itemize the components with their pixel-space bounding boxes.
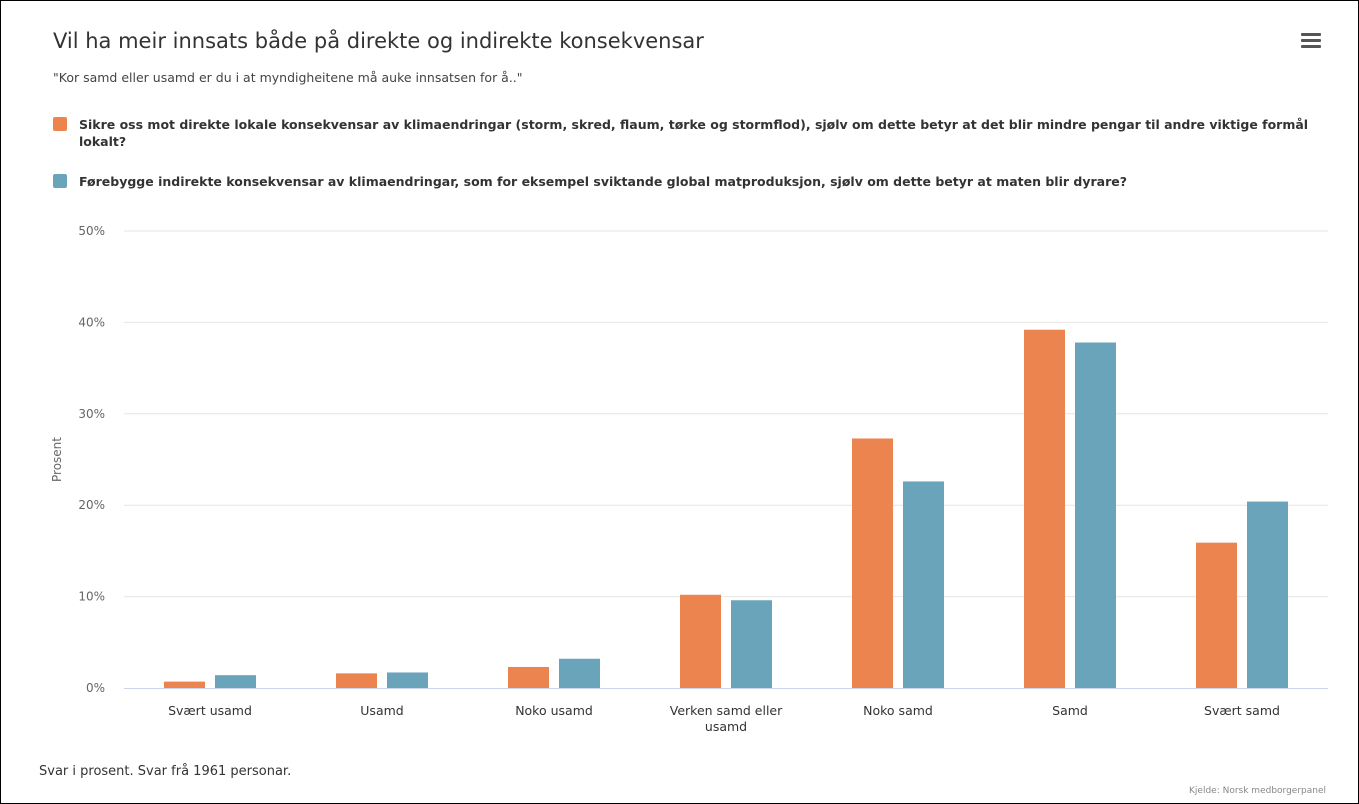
bar-series-1 — [1024, 329, 1065, 688]
y-axis-title: Prosent — [50, 437, 64, 482]
x-tick-label: Verken samd eller — [670, 703, 783, 718]
x-tick-label: Noko usamd — [515, 703, 593, 718]
chart-title: Vil ha meir innsats både på direkte og i… — [53, 29, 704, 53]
credits-link[interactable]: Kjelde: Norsk medborgerpanel — [1189, 786, 1326, 796]
y-tick-label: 20% — [78, 498, 105, 512]
legend-label-series-1: Sikre oss mot direkte lokale konsekvensa… — [79, 117, 1309, 149]
bar-series-2 — [215, 675, 256, 688]
bar-series-2 — [1075, 342, 1116, 688]
x-tick-label: Samd — [1052, 703, 1088, 718]
legend-swatch-series-2 — [53, 174, 67, 188]
y-tick-label: 10% — [78, 590, 105, 604]
chart-subtitle: "Kor samd eller usamd er du i at myndigh… — [53, 70, 523, 85]
bar-series-1 — [852, 438, 893, 688]
bar-series-2 — [559, 658, 600, 688]
chart-caption: Svar i prosent. Svar frå 1961 personar. — [39, 764, 292, 779]
x-tick-label: Noko samd — [863, 703, 933, 718]
y-tick-label: 0% — [86, 681, 105, 695]
bar-series-1 — [508, 666, 549, 688]
bar-series-2 — [903, 481, 944, 688]
legend-swatch-series-1 — [53, 117, 67, 131]
legend-item-series-1[interactable]: Sikre oss mot direkte lokale konsekvensa… — [53, 116, 1319, 150]
bar-series-1 — [1196, 542, 1237, 688]
x-tick-label: Usamd — [360, 703, 403, 718]
bar-series-2 — [731, 600, 772, 688]
x-tick-label: Svært samd — [1204, 703, 1280, 718]
bar-series-1 — [164, 681, 205, 688]
legend-item-series-2[interactable]: Førebygge indirekte konsekvensar av klim… — [53, 173, 1319, 190]
x-tick-label: Svært usamd — [168, 703, 252, 718]
bar-series-1 — [336, 673, 377, 688]
hamburger-menu-icon[interactable] — [1299, 31, 1323, 51]
legend-label-series-2: Førebygge indirekte konsekvensar av klim… — [79, 174, 1127, 189]
bar-series-2 — [387, 672, 428, 688]
y-tick-label: 50% — [78, 224, 105, 238]
x-tick-label: usamd — [705, 719, 747, 734]
bar-series-2 — [1247, 501, 1288, 688]
y-tick-label: 40% — [78, 315, 105, 329]
bar-series-1 — [680, 594, 721, 688]
y-tick-label: 30% — [78, 407, 105, 421]
